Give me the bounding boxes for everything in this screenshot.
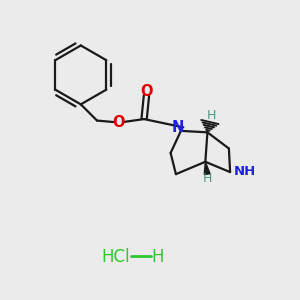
Text: H: H [206,109,216,122]
Text: N: N [172,120,184,135]
Text: HCl: HCl [102,248,130,266]
Text: H: H [151,248,164,266]
Polygon shape [204,162,210,175]
Text: O: O [112,115,124,130]
Text: NH: NH [234,165,256,178]
Text: H: H [202,172,212,185]
Text: O: O [140,85,153,100]
